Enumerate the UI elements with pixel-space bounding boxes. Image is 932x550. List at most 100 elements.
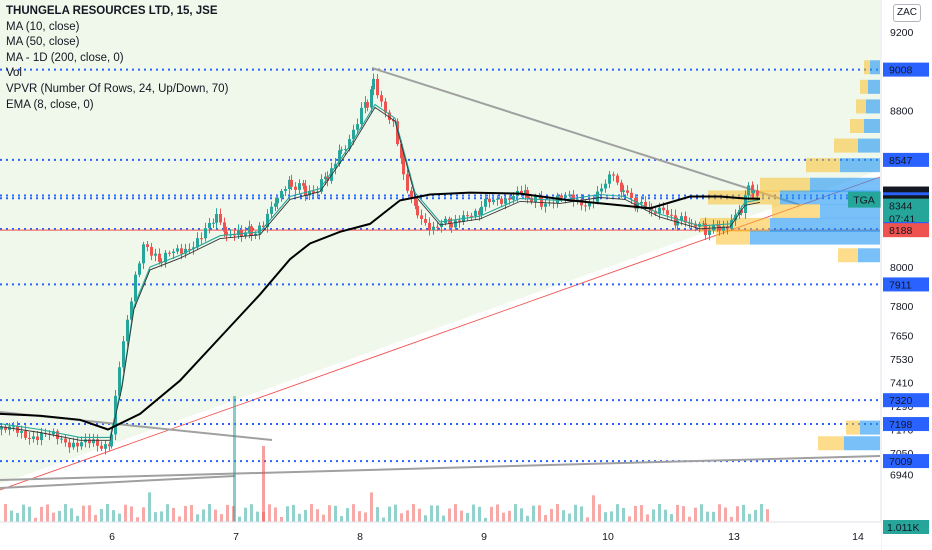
candle[interactable]	[122, 341, 125, 368]
candle[interactable]	[544, 203, 547, 207]
candle[interactable]	[560, 195, 563, 198]
candle[interactable]	[454, 220, 457, 228]
candle[interactable]	[250, 226, 253, 236]
candle[interactable]	[233, 234, 236, 236]
candle[interactable]	[36, 436, 39, 441]
lower-trendline[interactable]	[0, 455, 881, 481]
candle[interactable]	[400, 144, 403, 159]
candle[interactable]	[274, 203, 277, 207]
candle[interactable]	[388, 112, 391, 121]
candle[interactable]	[360, 107, 363, 125]
candle[interactable]	[478, 210, 481, 215]
candle[interactable]	[20, 431, 23, 433]
candle[interactable]	[694, 223, 697, 227]
candle[interactable]	[110, 434, 113, 447]
candle[interactable]	[380, 95, 383, 102]
candle[interactable]	[392, 120, 395, 122]
candle[interactable]	[244, 232, 247, 237]
candle[interactable]	[302, 183, 305, 186]
candle[interactable]	[366, 102, 369, 108]
candle[interactable]	[376, 78, 379, 96]
candle[interactable]	[734, 214, 737, 221]
candle[interactable]	[134, 274, 137, 302]
candle[interactable]	[512, 195, 515, 200]
candle[interactable]	[4, 426, 7, 430]
candle[interactable]	[726, 226, 729, 229]
candle[interactable]	[16, 426, 19, 433]
candle[interactable]	[626, 190, 629, 193]
candle[interactable]	[608, 174, 611, 184]
candle[interactable]	[568, 194, 571, 196]
candle[interactable]	[384, 101, 387, 113]
candle[interactable]	[338, 150, 341, 164]
candle[interactable]	[676, 220, 679, 226]
candle[interactable]	[270, 206, 273, 214]
candle[interactable]	[164, 252, 167, 263]
candle[interactable]	[504, 198, 507, 204]
candle[interactable]	[24, 431, 27, 438]
candle[interactable]	[28, 437, 31, 439]
candle[interactable]	[219, 214, 222, 223]
candle[interactable]	[372, 78, 375, 90]
candle[interactable]	[142, 244, 145, 264]
legend-ma10[interactable]: MA (10, close)	[6, 20, 80, 33]
candle[interactable]	[634, 198, 637, 209]
candle[interactable]	[508, 198, 511, 200]
currency-button[interactable]: ZAC	[893, 4, 921, 22]
candle[interactable]	[410, 190, 413, 198]
candle[interactable]	[294, 186, 297, 190]
candle[interactable]	[520, 190, 523, 195]
candle[interactable]	[612, 174, 615, 176]
candle[interactable]	[168, 252, 171, 254]
candle[interactable]	[64, 438, 67, 443]
candle[interactable]	[304, 185, 307, 196]
candle[interactable]	[572, 194, 575, 201]
candle[interactable]	[225, 231, 228, 236]
candle[interactable]	[72, 442, 75, 448]
candle[interactable]	[60, 438, 63, 440]
candle[interactable]	[290, 179, 293, 187]
candle[interactable]	[704, 223, 707, 236]
candle[interactable]	[196, 238, 199, 248]
candle[interactable]	[416, 205, 419, 216]
candle[interactable]	[188, 248, 191, 250]
candle[interactable]	[308, 191, 311, 196]
candle[interactable]	[223, 222, 226, 232]
candle[interactable]	[68, 442, 71, 448]
candle[interactable]	[298, 183, 301, 190]
candle[interactable]	[492, 199, 495, 203]
legend-ma50[interactable]: MA (50, close)	[6, 36, 80, 49]
candle[interactable]	[158, 253, 161, 262]
candle[interactable]	[436, 226, 439, 228]
candle[interactable]	[414, 197, 417, 206]
candle[interactable]	[32, 436, 35, 439]
candle[interactable]	[500, 198, 503, 204]
candle[interactable]	[616, 175, 619, 183]
candle[interactable]	[604, 183, 607, 189]
candle[interactable]	[352, 129, 355, 140]
candle[interactable]	[718, 225, 721, 231]
candle[interactable]	[80, 442, 83, 447]
candle[interactable]	[596, 191, 599, 202]
candle[interactable]	[670, 214, 673, 216]
candle[interactable]	[722, 226, 725, 231]
candle[interactable]	[100, 445, 103, 449]
candle[interactable]	[204, 228, 207, 239]
candle[interactable]	[88, 439, 91, 444]
candle[interactable]	[540, 196, 543, 207]
candle[interactable]	[484, 198, 487, 207]
descending-trendline[interactable]	[371, 67, 801, 206]
candle[interactable]	[448, 218, 451, 224]
candle[interactable]	[674, 215, 677, 226]
candle[interactable]	[312, 191, 315, 194]
candle[interactable]	[702, 223, 705, 225]
candle[interactable]	[52, 431, 55, 435]
candle[interactable]	[84, 439, 87, 443]
candle[interactable]	[458, 220, 461, 222]
candle[interactable]	[751, 185, 754, 194]
candle[interactable]	[180, 248, 183, 254]
candle[interactable]	[630, 192, 633, 199]
candle[interactable]	[184, 248, 187, 254]
candle[interactable]	[288, 179, 291, 190]
candle[interactable]	[276, 197, 279, 204]
